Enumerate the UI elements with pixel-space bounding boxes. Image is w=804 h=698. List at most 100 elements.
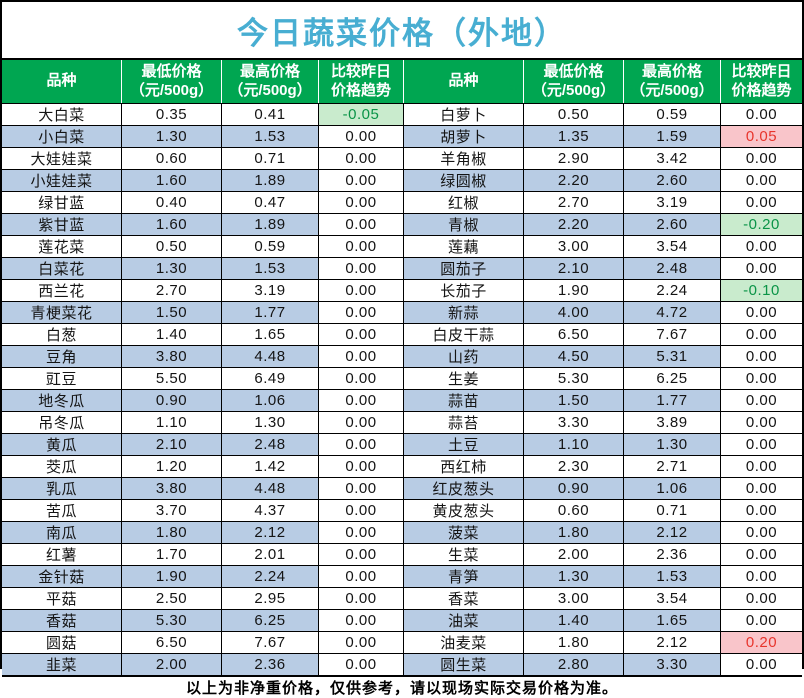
max-price-cell: 1.42 [222, 456, 318, 477]
max-price-cell: 5.31 [624, 346, 720, 367]
variety-cell: 小娃娃菜 [2, 170, 121, 191]
min-price-cell: 1.30 [524, 566, 623, 587]
col-header-trend-line1: 比较昨日 [731, 62, 792, 80]
min-price-cell: 1.60 [122, 214, 221, 235]
trend-cell: 0.00 [319, 522, 403, 543]
min-price-cell: 1.60 [122, 170, 221, 191]
trend-cell: 0.00 [319, 126, 403, 147]
col-header-max-line2: （元/500g） [630, 81, 714, 99]
trend-cell: 0.00 [319, 412, 403, 433]
variety-cell: 圆菇 [2, 632, 121, 653]
max-price-cell: 1.89 [222, 214, 318, 235]
min-price-cell: 5.30 [122, 610, 221, 631]
min-price-cell: 1.50 [524, 390, 623, 411]
min-price-cell: 1.90 [122, 566, 221, 587]
col-header-max-line1: 最高价格 [239, 62, 300, 80]
variety-cell: 地冬瓜 [2, 390, 121, 411]
trend-cell: 0.00 [319, 346, 403, 367]
variety-cell: 油菜 [404, 610, 523, 631]
max-price-cell: 3.54 [624, 236, 720, 257]
min-price-cell: 1.70 [122, 544, 221, 565]
trend-cell: 0.00 [319, 302, 403, 323]
max-price-cell: 7.67 [222, 632, 318, 653]
max-price-cell: 3.19 [222, 280, 318, 301]
min-price-cell: 1.35 [524, 126, 623, 147]
trend-cell: 0.00 [721, 148, 802, 169]
trend-cell: 0.00 [319, 610, 403, 631]
variety-cell: 香菜 [404, 588, 523, 609]
variety-cell: 金针菇 [2, 566, 121, 587]
variety-cell: 新蒜 [404, 302, 523, 323]
trend-cell: 0.00 [721, 104, 802, 125]
min-price-cell: 2.10 [524, 258, 623, 279]
col-header-min-line2: （元/500g） [531, 81, 616, 99]
max-price-cell: 1.53 [624, 566, 720, 587]
max-price-cell: 3.19 [624, 192, 720, 213]
col-header-min-price: 最低价格 （元/500g） [524, 60, 623, 103]
trend-cell: 0.00 [319, 478, 403, 499]
col-header-trend: 比较昨日 价格趋势 [721, 60, 802, 103]
max-price-cell: 6.25 [222, 610, 318, 631]
max-price-cell: 1.53 [222, 126, 318, 147]
max-price-cell: 2.12 [624, 522, 720, 543]
trend-cell: -0.05 [319, 104, 403, 125]
max-price-cell: 2.36 [624, 544, 720, 565]
max-price-cell: 3.42 [624, 148, 720, 169]
variety-cell: 白菜花 [2, 258, 121, 279]
min-price-cell: 1.40 [524, 610, 623, 631]
max-price-cell: 0.71 [222, 148, 318, 169]
max-price-cell: 1.59 [624, 126, 720, 147]
variety-cell: 绿甘蓝 [2, 192, 121, 213]
trend-cell: 0.00 [721, 478, 802, 499]
variety-cell: 蒜苗 [404, 390, 523, 411]
min-price-cell: 1.50 [122, 302, 221, 323]
trend-cell: 0.00 [319, 544, 403, 565]
min-price-cell: 2.00 [524, 544, 623, 565]
max-price-cell: 1.65 [222, 324, 318, 345]
table-header-row: 品种 最低价格 （元/500g） 最高价格 （元/500g） 比较昨日 价格趋势… [2, 60, 802, 104]
min-price-cell: 2.50 [122, 588, 221, 609]
max-price-cell: 1.53 [222, 258, 318, 279]
variety-cell: 圆生菜 [404, 654, 523, 675]
col-header-trend-line2: 价格趋势 [731, 81, 792, 99]
max-price-cell: 0.59 [624, 104, 720, 125]
trend-cell: 0.00 [319, 258, 403, 279]
variety-cell: 山药 [404, 346, 523, 367]
min-price-cell: 2.00 [122, 654, 221, 675]
min-price-cell: 1.30 [122, 258, 221, 279]
max-price-cell: 2.12 [624, 632, 720, 653]
trend-cell: 0.00 [721, 434, 802, 455]
max-price-cell: 2.60 [624, 170, 720, 191]
col-header-max-line1: 最高价格 [641, 62, 702, 80]
trend-cell: 0.00 [721, 544, 802, 565]
variety-cell: 羊角椒 [404, 148, 523, 169]
trend-cell: 0.00 [319, 654, 403, 675]
variety-cell: 白萝卜 [404, 104, 523, 125]
max-price-cell: 4.48 [222, 346, 318, 367]
max-price-cell: 2.12 [222, 522, 318, 543]
variety-cell: 小白菜 [2, 126, 121, 147]
trend-cell: 0.00 [721, 500, 802, 521]
trend-cell: 0.00 [319, 192, 403, 213]
min-price-cell: 2.70 [122, 280, 221, 301]
min-price-cell: 1.90 [524, 280, 623, 301]
max-price-cell: 4.48 [222, 478, 318, 499]
col-header-min-line1: 最低价格 [141, 62, 202, 80]
trend-cell: 0.00 [319, 434, 403, 455]
variety-cell: 苦瓜 [2, 500, 121, 521]
min-price-cell: 1.10 [524, 434, 623, 455]
variety-cell: 南瓜 [2, 522, 121, 543]
variety-cell: 莲藕 [404, 236, 523, 257]
min-price-cell: 0.60 [524, 500, 623, 521]
variety-cell: 平菇 [2, 588, 121, 609]
trend-cell: 0.05 [721, 126, 802, 147]
max-price-cell: 1.30 [624, 434, 720, 455]
col-header-min-line1: 最低价格 [543, 62, 604, 80]
max-price-cell: 1.65 [624, 610, 720, 631]
trend-cell: 0.00 [721, 456, 802, 477]
variety-cell: 圆茄子 [404, 258, 523, 279]
trend-cell: 0.00 [319, 588, 403, 609]
variety-cell: 红椒 [404, 192, 523, 213]
variety-cell: 西红柿 [404, 456, 523, 477]
variety-cell: 青梗菜花 [2, 302, 121, 323]
